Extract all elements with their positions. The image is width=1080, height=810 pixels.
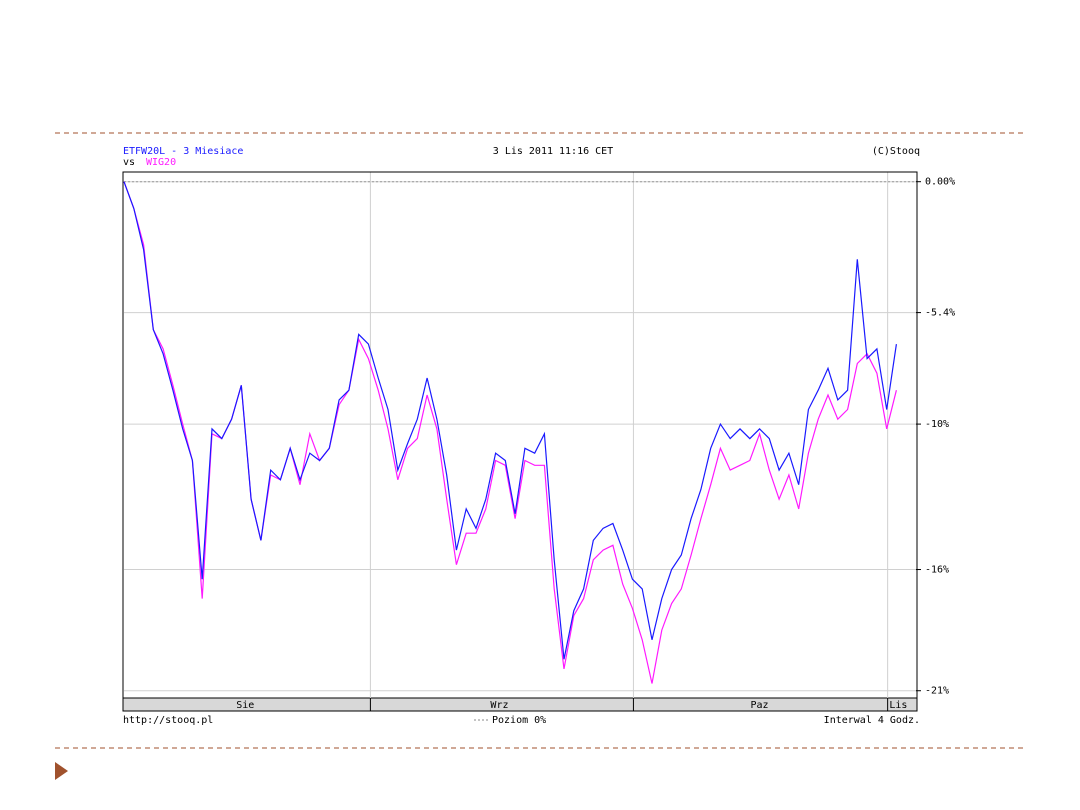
series-line (123, 181, 897, 660)
x-tick-label: Sie (236, 700, 254, 711)
series-name: WIG20 (146, 157, 176, 168)
x-tick-label: Wrz (490, 700, 508, 711)
vs-label: vs (123, 157, 135, 168)
copyright: (C)Stooq (872, 146, 920, 157)
plot (123, 172, 916, 698)
series-name: ETFW20L - 3 Miesiace (123, 146, 243, 157)
y-tick-label: 0.00% (925, 177, 955, 188)
y-tick-label: -10% (925, 419, 949, 430)
x-tick-label: Lis (889, 700, 907, 711)
y-tick-label: -16% (925, 565, 949, 576)
y-tick-label: -21% (925, 686, 949, 697)
plot-frame (122, 171, 918, 712)
x-tick-label: Paz (751, 700, 769, 711)
y-tick-label: -5.4% (925, 308, 955, 319)
series-line (123, 181, 897, 684)
interval: Interwal 4 Godz. (824, 715, 920, 726)
chart-title: 3 Lis 2011 11:16 CET (493, 146, 613, 157)
source: http://stooq.pl (123, 715, 213, 726)
slide-bullet (55, 762, 68, 780)
reference-label: Poziom 0% (492, 715, 546, 726)
